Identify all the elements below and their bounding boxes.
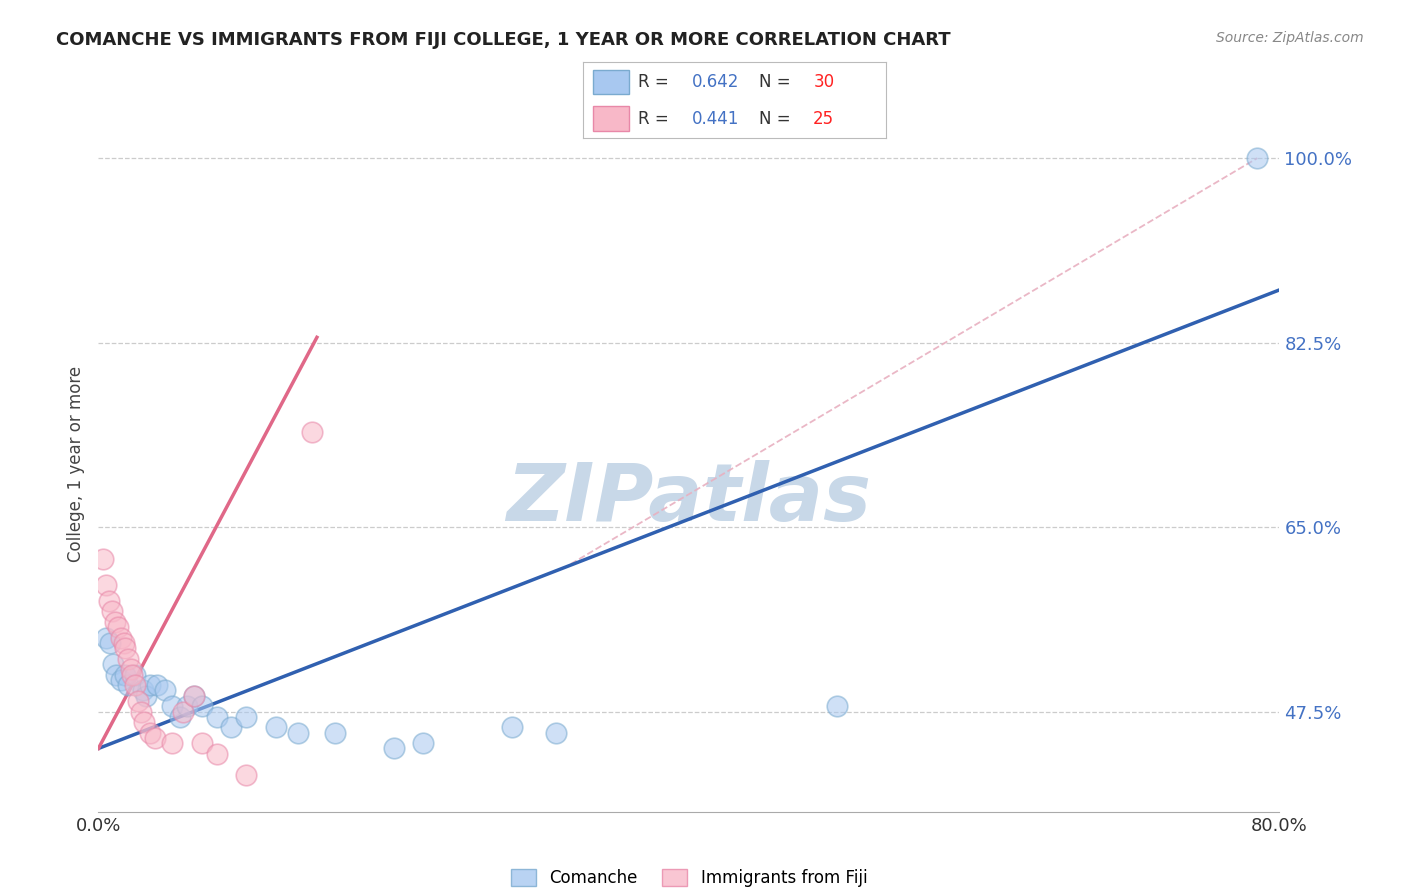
Text: COMANCHE VS IMMIGRANTS FROM FIJI COLLEGE, 1 YEAR OR MORE CORRELATION CHART: COMANCHE VS IMMIGRANTS FROM FIJI COLLEGE… xyxy=(56,31,950,49)
Point xyxy=(323,725,346,739)
Text: N =: N = xyxy=(759,110,796,128)
Point xyxy=(135,689,157,703)
Point xyxy=(112,636,135,650)
Point xyxy=(120,662,142,676)
Point xyxy=(205,747,228,761)
Point xyxy=(114,667,136,681)
Point xyxy=(235,768,257,782)
Point xyxy=(169,710,191,724)
Point xyxy=(143,731,166,745)
Point xyxy=(110,631,132,645)
Text: R =: R = xyxy=(638,110,673,128)
Text: Source: ZipAtlas.com: Source: ZipAtlas.com xyxy=(1216,31,1364,45)
Text: 30: 30 xyxy=(813,73,834,91)
Text: 25: 25 xyxy=(813,110,834,128)
Point xyxy=(162,699,183,714)
Point xyxy=(153,683,176,698)
Point xyxy=(1246,151,1268,165)
Point xyxy=(105,667,128,681)
Point xyxy=(117,652,139,666)
Point xyxy=(219,720,242,734)
Point xyxy=(103,657,125,672)
Point xyxy=(287,725,309,739)
Text: N =: N = xyxy=(759,73,796,91)
Point xyxy=(129,705,152,719)
Point xyxy=(546,725,568,739)
Point xyxy=(117,678,139,692)
Point xyxy=(235,710,257,724)
Point xyxy=(176,699,198,714)
Point xyxy=(183,689,205,703)
Point xyxy=(100,604,122,618)
Point xyxy=(191,736,214,750)
Point xyxy=(172,705,194,719)
Point xyxy=(94,578,117,592)
Point xyxy=(264,720,287,734)
Text: 0.441: 0.441 xyxy=(692,110,740,128)
Point xyxy=(301,425,323,440)
Point xyxy=(107,620,129,634)
Legend: Comanche, Immigrants from Fiji: Comanche, Immigrants from Fiji xyxy=(503,863,875,892)
Point xyxy=(412,736,434,750)
Point xyxy=(114,641,136,656)
Point xyxy=(382,741,405,756)
Point xyxy=(110,673,132,687)
Point xyxy=(104,615,127,629)
Point xyxy=(132,683,155,698)
Point xyxy=(191,699,214,714)
FancyBboxPatch shape xyxy=(592,70,628,95)
Point xyxy=(97,594,120,608)
Point xyxy=(139,725,162,739)
FancyBboxPatch shape xyxy=(592,106,628,130)
Point xyxy=(139,678,162,692)
Text: R =: R = xyxy=(638,73,673,91)
Point xyxy=(146,678,169,692)
Point xyxy=(134,715,156,730)
Point xyxy=(162,736,183,750)
Point xyxy=(825,699,848,714)
Point xyxy=(124,678,146,692)
Point xyxy=(121,667,143,681)
Y-axis label: College, 1 year or more: College, 1 year or more xyxy=(66,366,84,562)
Point xyxy=(183,689,205,703)
Point xyxy=(205,710,228,724)
Point xyxy=(94,631,117,645)
Text: ZIPatlas: ZIPatlas xyxy=(506,459,872,538)
Point xyxy=(124,667,146,681)
Point xyxy=(91,551,114,566)
Text: 0.642: 0.642 xyxy=(692,73,740,91)
Point xyxy=(501,720,523,734)
Point xyxy=(127,694,149,708)
Point xyxy=(98,636,121,650)
